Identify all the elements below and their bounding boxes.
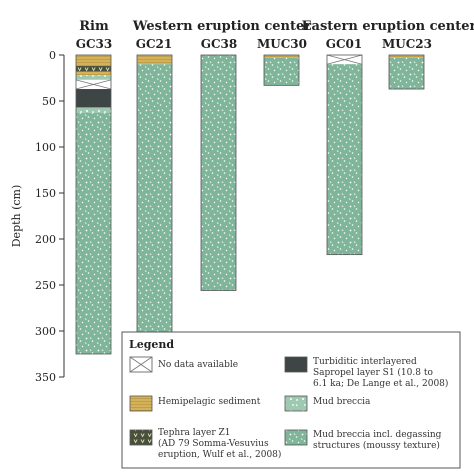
legend-label: Mud breccia <box>313 397 371 407</box>
axis-tick-label: 100 <box>35 141 56 154</box>
legend-items: No data available Turbiditic interlayered… <box>129 356 448 460</box>
layer-turbiditic <box>76 89 111 108</box>
legend-swatch-hemipelagic <box>129 395 153 412</box>
group-label-rim: Rim <box>79 19 109 34</box>
legend-label: Sapropel layer S1 (10.8 to <box>313 367 433 378</box>
layer-mud-breccia-degassing <box>201 55 236 291</box>
no-data-cross <box>326 54 363 65</box>
axis-title-depth: Depth (cm) <box>10 185 23 248</box>
axis-tick-label: 0 <box>49 49 56 62</box>
core-label-gc21: GC21 <box>136 37 173 51</box>
layer-mud-breccia-degassing <box>137 64 172 333</box>
core-outline <box>200 54 237 291</box>
core-label-muc30: MUC30 <box>257 37 307 51</box>
core-column-gc21 <box>136 54 173 334</box>
axis-tick-label: 350 <box>35 371 56 384</box>
legend-label: Mud breccia incl. degassing <box>313 430 442 440</box>
core-outline <box>326 54 363 256</box>
layer-hemipelagic <box>389 55 424 58</box>
legend-title: Legend <box>129 338 174 351</box>
core-label-gc01: GC01 <box>326 37 363 51</box>
legend-swatch-no-data <box>129 356 153 373</box>
core-columns <box>75 54 425 355</box>
layer-hemipelagic <box>264 55 299 58</box>
legend-swatch-tephra <box>129 429 153 446</box>
legend-label: Tephra layer Z1 <box>158 428 231 438</box>
layer-mud-breccia <box>76 75 111 80</box>
axis-tick-label: 150 <box>35 187 56 200</box>
layer-mud-breccia <box>76 107 111 113</box>
legend: Legend No data available Turbiditic inter… <box>121 331 461 469</box>
core-outline <box>388 54 425 90</box>
layer-mud-breccia-degassing <box>264 57 299 86</box>
layer-hemipelagic <box>76 71 111 76</box>
legend-label: 6.1 ka; De Lange et al., 2008) <box>313 378 448 389</box>
legend-label: No data available <box>158 360 238 370</box>
layer-hemipelagic <box>137 55 172 65</box>
legend-label: eruption, Wulf et al., 2008) <box>158 449 281 460</box>
legend-label: Turbiditic interlayered <box>313 357 417 367</box>
legend-swatch-turbiditic <box>284 356 308 373</box>
core-outline <box>75 54 112 355</box>
legend-label: Hemipelagic sediment <box>158 397 261 407</box>
core-column-muc30 <box>263 54 300 86</box>
core-outline <box>263 54 300 86</box>
axis-tick-label: 200 <box>35 233 56 246</box>
layer-mud-breccia-degassing <box>389 57 424 90</box>
group-label-eastern: Eastern eruption center <box>302 19 474 34</box>
core-label-gc38: GC38 <box>201 37 238 51</box>
core-label-muc23: MUC23 <box>382 37 432 51</box>
core-column-muc23 <box>388 54 425 90</box>
layer-mud-breccia-degassing <box>327 64 362 255</box>
core-label-gc33: GC33 <box>76 37 113 51</box>
core-column-gc01 <box>326 54 363 256</box>
group-label-western: Western eruption center <box>132 19 311 34</box>
layer-tephra <box>76 66 111 72</box>
axis-tick-label: 50 <box>42 95 56 108</box>
layer-hemipelagic <box>76 55 111 67</box>
legend-label: structures (moussy texture) <box>313 440 440 451</box>
legend-swatch-mud-breccia <box>284 395 308 412</box>
depth-axis: 0 50 100 150 200 250 300 350 <box>35 49 65 384</box>
axis-tick-label: 300 <box>35 325 56 338</box>
no-data-cross <box>75 79 112 90</box>
legend-swatch-mud-breccia-degassing <box>284 429 308 446</box>
core-column-gc33 <box>75 54 112 355</box>
layer-mud-breccia-degassing <box>76 112 111 355</box>
core-column-gc38 <box>200 54 237 291</box>
axis-tick-label: 250 <box>35 279 56 292</box>
legend-label: (AD 79 Somma-Vesuvius <box>158 438 269 449</box>
